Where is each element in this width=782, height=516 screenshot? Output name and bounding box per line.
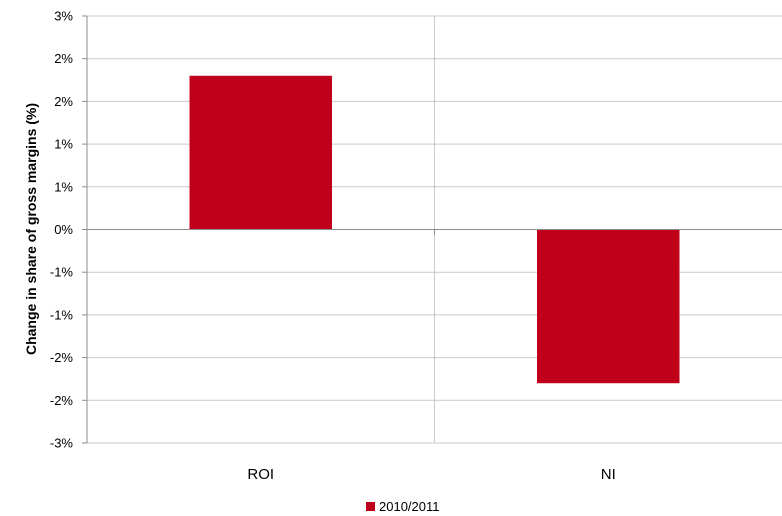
y-tick-label: -1% bbox=[50, 307, 74, 322]
legend-label: 2010/2011 bbox=[379, 499, 440, 514]
y-tick-label: 1% bbox=[54, 179, 73, 194]
legend: 2010/2011 bbox=[366, 499, 440, 514]
bar bbox=[189, 75, 332, 230]
y-tick-label: -3% bbox=[50, 436, 74, 451]
y-tick-label: 2% bbox=[54, 94, 73, 109]
y-tick-label: 2% bbox=[54, 51, 73, 66]
x-category-label: ROI bbox=[247, 466, 274, 483]
bar bbox=[537, 229, 680, 384]
y-tick-label: 3% bbox=[54, 9, 73, 24]
x-category-label: NI bbox=[601, 466, 616, 483]
y-tick-label: -2% bbox=[50, 350, 74, 365]
y-tick-label: 1% bbox=[54, 137, 73, 152]
axis-layer: 3% 2% 2% 1% 1% 0% -1% -1% -2% -2% -3% ROI NI bbox=[50, 9, 782, 483]
y-axis-title: Change in share of gross margins (%) bbox=[23, 103, 39, 355]
y-tick-label: 0% bbox=[54, 222, 73, 237]
y-tick-label: -1% bbox=[50, 265, 74, 280]
bars-layer bbox=[189, 75, 680, 384]
y-tick-label: -2% bbox=[50, 393, 74, 408]
legend-swatch bbox=[366, 502, 375, 511]
